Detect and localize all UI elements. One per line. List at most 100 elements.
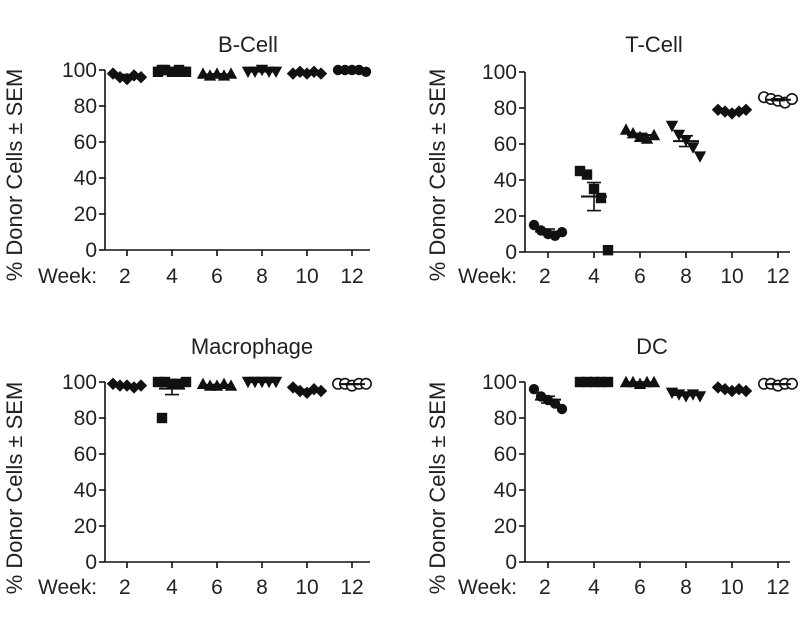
y-tick-label: 100 xyxy=(62,371,97,394)
y-tick-label: 20 xyxy=(494,205,517,228)
x-tick-label: 10 xyxy=(720,576,743,599)
data-point xyxy=(217,377,231,389)
data-point xyxy=(665,120,679,133)
week-prefix-label: Week: xyxy=(38,265,97,288)
x-tick-label: 10 xyxy=(295,576,318,599)
x-tick-label: 2 xyxy=(119,265,131,288)
data-point xyxy=(595,192,607,204)
data-point xyxy=(173,378,185,389)
x-tick-label: 4 xyxy=(588,265,600,288)
x-tick-label: 10 xyxy=(720,265,743,288)
chart-title: Macrophage xyxy=(191,334,313,359)
x-tick-label: 10 xyxy=(295,265,318,288)
y-tick-label: 0 xyxy=(505,551,517,574)
y-axis-label: % Donor Cells ± SEM xyxy=(2,382,27,595)
x-tick-label: 12 xyxy=(340,265,363,288)
data-point xyxy=(619,123,633,135)
y-tick-label: 40 xyxy=(74,479,97,502)
chart-title: T-Cell xyxy=(625,32,682,57)
data-point xyxy=(640,132,654,144)
x-tick-label: 4 xyxy=(166,265,178,288)
y-tick-label: 60 xyxy=(74,131,97,154)
x-tick-label: 8 xyxy=(680,265,692,288)
x-tick-label: 2 xyxy=(119,576,131,599)
chart-title: B-Cell xyxy=(218,32,278,57)
y-tick-label: 100 xyxy=(62,59,97,82)
panel-macrophage: % Donor Cells ± SEM Macrophage Week: 0 20… xyxy=(2,334,372,599)
y-tick-label: 80 xyxy=(74,407,97,430)
y-tick-label: 80 xyxy=(494,407,517,430)
data-point xyxy=(269,66,283,78)
x-tick-label: 6 xyxy=(634,265,646,288)
y-tick-label: 40 xyxy=(494,479,517,502)
y-tick-label: 20 xyxy=(494,515,517,538)
panel-t-cell: % Donor Cells ± SEM T-Cell Week: 0 20 40 60… xyxy=(425,32,798,288)
y-tick-label: 0 xyxy=(85,551,97,574)
y-tick-label: 80 xyxy=(74,95,97,118)
data-point xyxy=(574,165,586,177)
x-tick-label: 2 xyxy=(539,576,551,599)
week-prefix-label: Week: xyxy=(458,576,517,599)
x-tick-label: 6 xyxy=(211,576,223,599)
x-tick-label: 12 xyxy=(340,576,363,599)
data-point xyxy=(528,219,540,231)
y-tick-label: 20 xyxy=(74,515,97,538)
x-tick-label: 6 xyxy=(211,265,223,288)
x-tick-label: 2 xyxy=(539,265,551,288)
data-point xyxy=(106,67,120,80)
y-axis-label: % Donor Cells ± SEM xyxy=(425,382,450,595)
data-point xyxy=(647,128,661,141)
data-point xyxy=(739,103,753,116)
data-point xyxy=(224,379,238,391)
data-point xyxy=(314,67,328,80)
y-axis-label: % Donor Cells ± SEM xyxy=(425,69,450,282)
data-point xyxy=(739,384,753,398)
data-point xyxy=(686,142,700,154)
data-point xyxy=(574,376,586,388)
data-point xyxy=(693,391,707,403)
data-point xyxy=(224,67,238,79)
y-tick-label: 100 xyxy=(482,371,517,394)
y-tick-label: 100 xyxy=(482,61,517,84)
x-tick-label: 12 xyxy=(766,576,789,599)
data-point xyxy=(152,376,164,388)
data-point xyxy=(314,384,328,398)
data-point xyxy=(556,227,568,238)
data-point xyxy=(269,376,283,389)
y-tick-label: 80 xyxy=(494,97,517,120)
panel-b-cell: % Donor Cells ± SEM B-Cell Week: 0 20 40 60… xyxy=(2,32,372,288)
data-point xyxy=(360,66,372,78)
data-point xyxy=(134,379,148,392)
week-prefix-label: Week: xyxy=(38,576,97,599)
data-point xyxy=(180,376,192,388)
panel-dc: % Donor Cells ± SEM DC Week: 0 20 40 60 80 10… xyxy=(425,334,798,599)
y-tick-label: 0 xyxy=(505,241,517,264)
y-tick-label: 60 xyxy=(494,133,517,156)
y-tick-label: 40 xyxy=(74,167,97,190)
week-prefix-label: Week: xyxy=(458,265,517,288)
y-tick-label: 0 xyxy=(85,239,97,262)
data-point xyxy=(602,245,614,256)
y-tick-label: 40 xyxy=(494,169,517,192)
data-point xyxy=(156,412,168,424)
x-tick-label: 8 xyxy=(256,576,268,599)
x-tick-label: 6 xyxy=(634,576,646,599)
y-tick-label: 60 xyxy=(494,443,517,466)
data-point xyxy=(556,403,568,415)
data-point xyxy=(693,151,707,163)
data-point xyxy=(602,376,614,388)
data-point xyxy=(196,67,210,79)
data-point xyxy=(134,71,148,84)
data-point xyxy=(581,169,593,180)
y-tick-label: 60 xyxy=(74,443,97,466)
x-tick-label: 12 xyxy=(766,265,789,288)
x-tick-label: 4 xyxy=(166,576,178,599)
y-axis-label: % Donor Cells ± SEM xyxy=(2,69,27,282)
data-point xyxy=(647,375,661,388)
x-tick-label: 8 xyxy=(680,576,692,599)
y-tick-label: 20 xyxy=(74,203,97,226)
data-point xyxy=(196,377,210,389)
data-point xyxy=(528,384,540,395)
x-tick-label: 4 xyxy=(588,576,600,599)
